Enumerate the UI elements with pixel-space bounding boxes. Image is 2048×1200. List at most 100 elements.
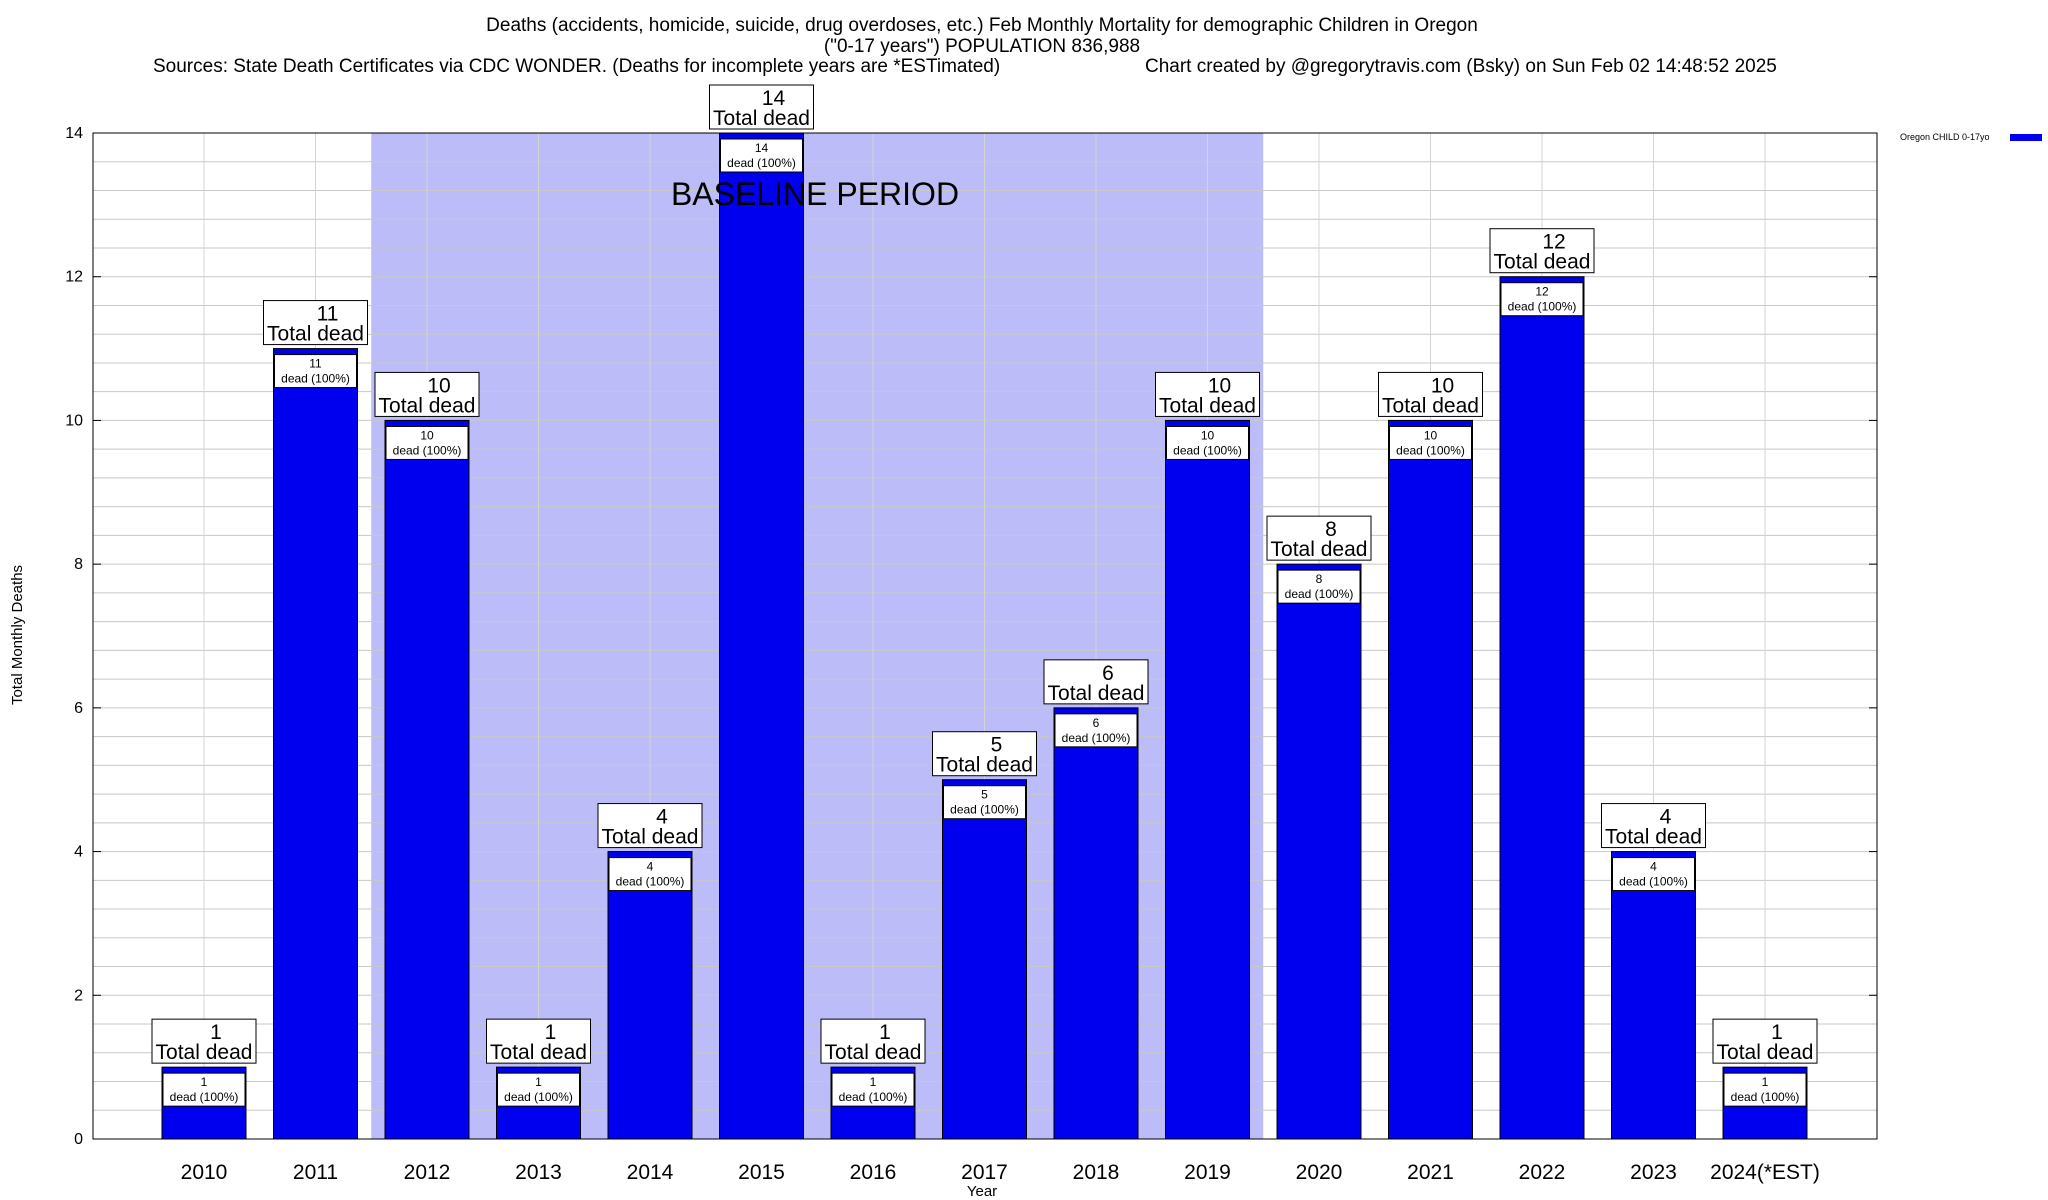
bar-inner-percent: dead (100%) — [393, 443, 462, 457]
bar-total-text: Total dead — [1382, 394, 1479, 417]
legend-entry-label: Oregon CHILD 0-17yo — [1900, 132, 1990, 142]
bar — [384, 419, 470, 1140]
bar-inner-percent: dead (100%) — [504, 1090, 573, 1104]
bar-total-text: Total dead — [1048, 682, 1145, 705]
bar-total-label-box — [1712, 1018, 1818, 1064]
bar-total-value: 1 — [1771, 1021, 1783, 1044]
bar-inner-value: 8 — [1316, 572, 1323, 586]
y-tick-label: 12 — [65, 269, 83, 286]
bar-inner-value: 10 — [1201, 428, 1215, 442]
bar — [1499, 276, 1585, 1140]
bar-inner-label-box — [608, 857, 692, 892]
chart-title: Deaths (accidents, homicide, suicide, dr… — [486, 15, 1478, 36]
bar-inner-value: 14 — [755, 141, 769, 155]
chart-sources: Sources: State Death Certificates via CD… — [153, 56, 1000, 77]
bar — [719, 132, 804, 1140]
bar-total-value: 6 — [1102, 662, 1114, 685]
bar-total-value: 1 — [545, 1021, 557, 1044]
bar-inner-label-box — [943, 785, 1026, 820]
bar — [273, 348, 358, 1140]
chart-subtitle: ("0-17 years") POPULATION 836,988 — [824, 36, 1140, 57]
bar-inner-percent: dead (100%) — [170, 1090, 239, 1104]
x-tick-label: 2018 — [1073, 1161, 1120, 1184]
bar-total-text: Total dead — [1605, 826, 1702, 849]
bar-total-label-box — [1155, 371, 1260, 417]
bar — [1165, 419, 1250, 1140]
x-tick-label: 2022 — [1519, 1161, 1566, 1184]
y-tick-label: 10 — [65, 412, 83, 429]
x-tick-label: 2023 — [1630, 1161, 1677, 1184]
bar-inner-percent: dead (100%) — [1508, 300, 1577, 314]
bar-inner-value: 10 — [1424, 428, 1438, 442]
x-tick-label: 2010 — [181, 1161, 228, 1184]
bar — [607, 851, 693, 1140]
chart-credit: Chart created by @gregorytravis.com (Bsk… — [1145, 56, 1777, 77]
bar-total-text: Total dead — [267, 323, 364, 346]
bar-total-value: 5 — [991, 734, 1003, 757]
bar-total-value: 10 — [427, 374, 450, 397]
bar-inner-value: 1 — [870, 1075, 877, 1089]
bar-total-value: 14 — [762, 87, 786, 110]
bar-inner-value: 12 — [1535, 285, 1549, 299]
y-tick-label: 14 — [65, 125, 83, 142]
y-tick-label: 2 — [74, 987, 83, 1004]
bar-total-value: 4 — [1660, 806, 1672, 829]
bar-total-text: Total dead — [602, 826, 699, 849]
bar-total-label-box — [1601, 803, 1706, 849]
bar-total-label-box — [597, 803, 703, 849]
bar-inner-percent: dead (100%) — [1396, 443, 1465, 457]
bar-total-text: Total dead — [713, 107, 810, 130]
bar-inner-value: 1 — [535, 1075, 542, 1089]
bar-inner-value: 4 — [1650, 860, 1657, 874]
bar-inner-percent: dead (100%) — [1062, 731, 1131, 745]
bar-total-label-box — [1489, 228, 1595, 274]
bar-total-text: Total dead — [936, 754, 1033, 777]
bar-inner-label-box — [274, 354, 357, 389]
bar-inner-value: 1 — [1762, 1075, 1769, 1089]
bar-total-value: 4 — [656, 806, 668, 829]
bar-total-text: Total dead — [1717, 1041, 1814, 1064]
bar-total-label-box — [486, 1018, 591, 1064]
bar-total-label-box — [932, 731, 1037, 777]
bar-inner-value: 1 — [201, 1075, 208, 1089]
bar-inner-percent: dead (100%) — [1173, 443, 1242, 457]
bar-total-label-box — [1378, 371, 1483, 417]
baseline-period-label: BASELINE PERIOD — [671, 176, 959, 212]
bar-inner-label-box — [1500, 282, 1584, 317]
bar-total-value: 12 — [1542, 231, 1565, 254]
bar-inner-label-box — [497, 1072, 580, 1107]
bar-inner-percent: dead (100%) — [1285, 587, 1354, 601]
bar-inner-value: 4 — [647, 860, 654, 874]
x-axis-label: Year — [967, 1183, 997, 1200]
bar-inner-percent: dead (100%) — [1619, 875, 1688, 889]
bar-total-value: 1 — [210, 1021, 222, 1044]
bar-inner-label-box — [1054, 713, 1138, 748]
bar-inner-label-box — [1389, 425, 1472, 460]
bar-total-text: Total dead — [1271, 538, 1368, 561]
x-tick-label: 2021 — [1407, 1161, 1454, 1184]
bar — [1053, 707, 1139, 1140]
bar-inner-label-box — [1612, 857, 1695, 892]
x-tick-label: 2017 — [961, 1161, 1008, 1184]
bar-total-label-box — [1266, 515, 1372, 561]
bar-total-text: Total dead — [379, 394, 476, 417]
bar-inner-percent: dead (100%) — [616, 875, 685, 889]
bar-inner-label-box — [1166, 425, 1249, 460]
bar-total-value: 8 — [1325, 518, 1337, 541]
bar-inner-label-box — [162, 1072, 246, 1107]
bar-inner-label-box — [1723, 1072, 1807, 1107]
x-tick-label: 2011 — [293, 1161, 338, 1184]
y-tick-label: 6 — [74, 700, 83, 717]
y-tick-label: 4 — [74, 844, 83, 861]
bar-inner-label-box — [720, 138, 803, 173]
bar-total-label-box — [151, 1018, 257, 1064]
bar-total-text: Total dead — [825, 1041, 922, 1064]
bar-total-label-box — [374, 371, 480, 417]
bar-inner-value: 6 — [1093, 716, 1100, 730]
y-tick-label: 0 — [74, 1131, 83, 1148]
bar — [1276, 563, 1362, 1140]
bar-total-value: 11 — [317, 303, 339, 326]
